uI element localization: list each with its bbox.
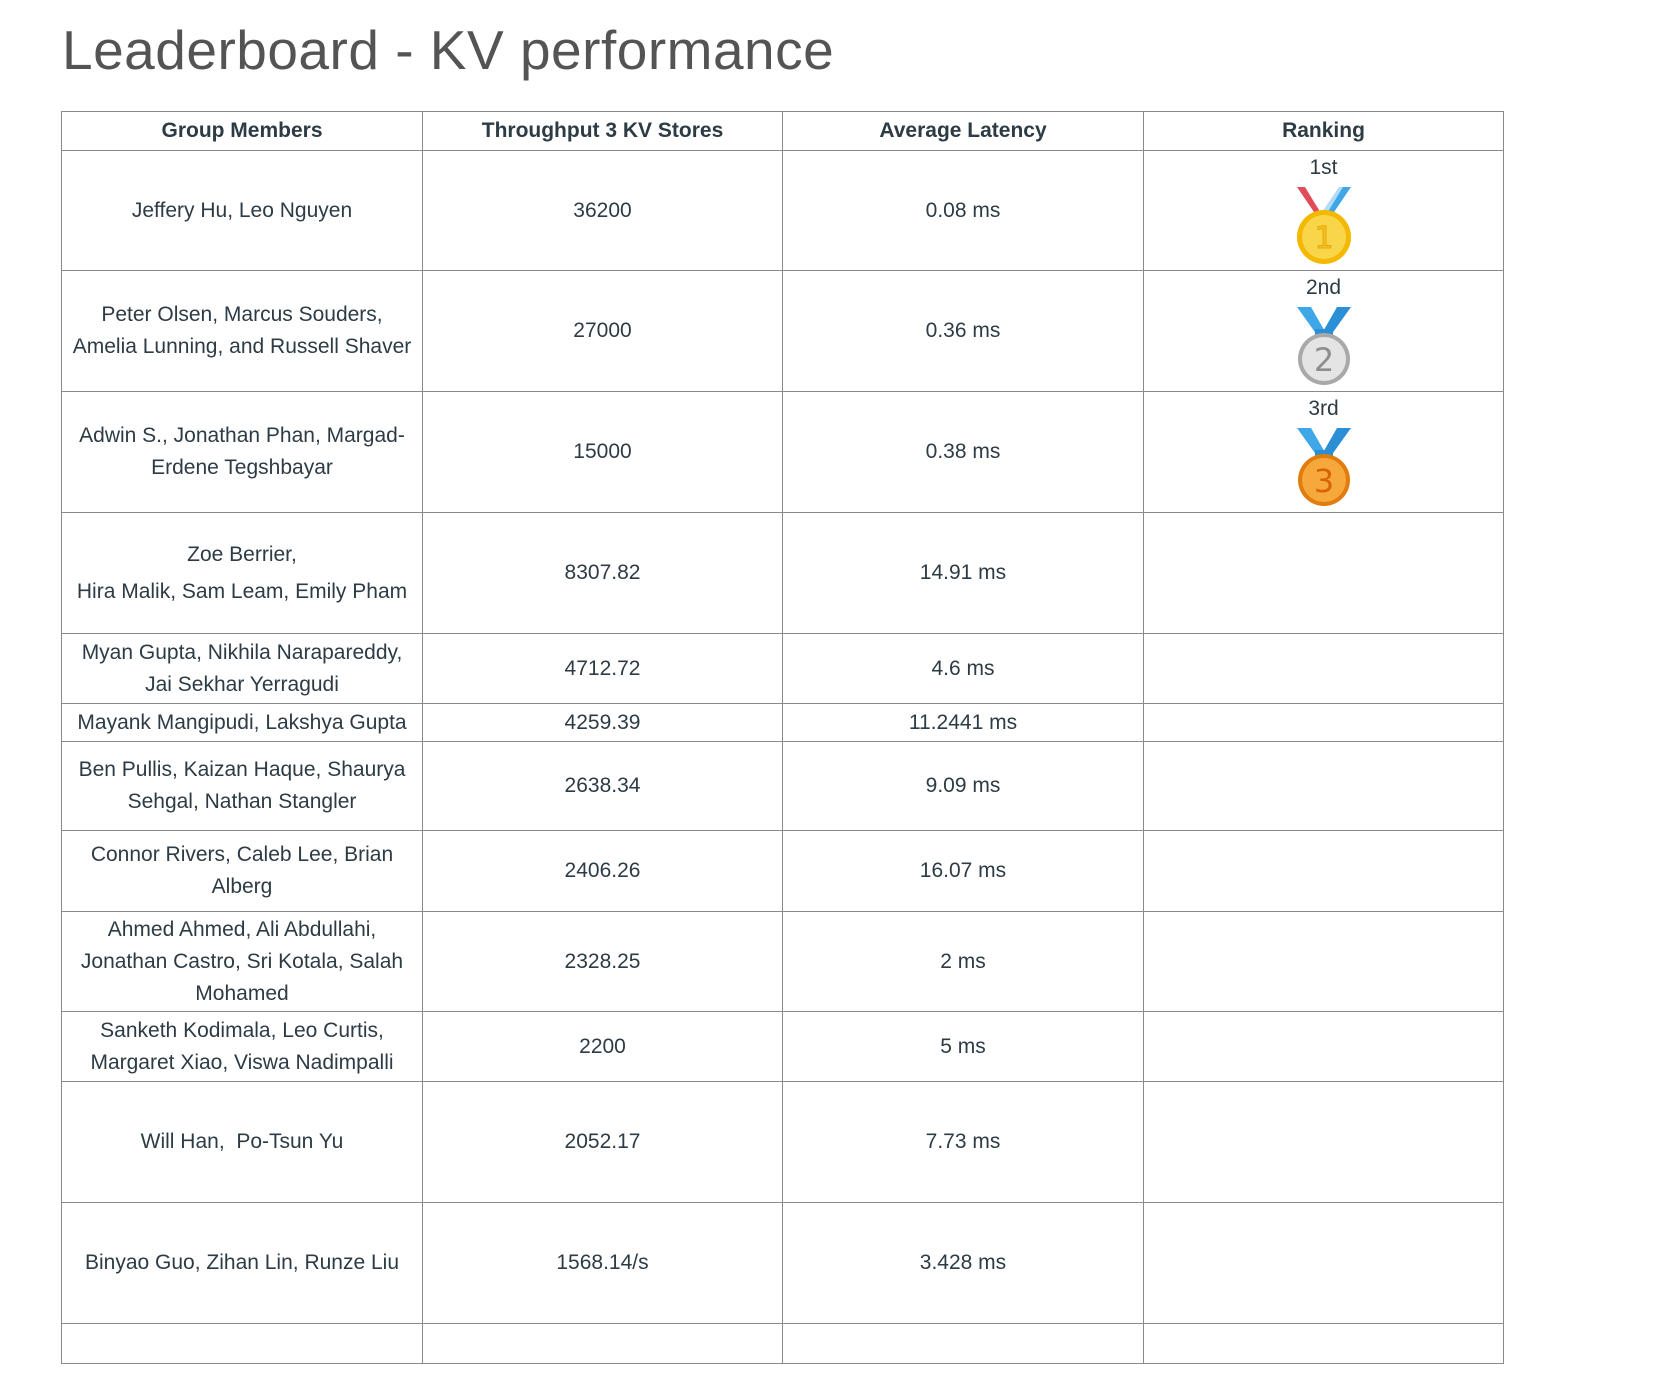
- svg-text:2: 2: [1313, 341, 1333, 379]
- ranking-cell: [1143, 830, 1504, 912]
- leaderboard-table-container: Group Members Throughput 3 KV Stores Ave…: [61, 111, 1504, 1364]
- latency-cell: 9.09 ms: [782, 741, 1144, 831]
- latency-cell: 14.91 ms: [782, 512, 1144, 634]
- ranking-cell: [1143, 741, 1504, 831]
- ranking-cell: [1143, 633, 1504, 704]
- bronze-medal-icon: 3: [1296, 428, 1351, 506]
- svg-text:3: 3: [1313, 462, 1333, 500]
- latency-cell: 3.428 ms: [782, 1202, 1144, 1324]
- ranking-cell: 3rd 3: [1143, 391, 1504, 513]
- rank-label: 1st: [1309, 156, 1338, 179]
- table-row-partial: [61, 1323, 1504, 1364]
- latency-cell: 11.2441 ms: [782, 703, 1144, 742]
- throughput-cell: 1568.14/s: [422, 1202, 783, 1324]
- throughput-cell: 4712.72: [422, 633, 783, 704]
- group-members-cell: Zoe Berrier, Hira Malik, Sam Leam, Emily…: [61, 512, 423, 634]
- ranking-cell: [1143, 911, 1504, 1012]
- table-row: Peter Olsen, Marcus Souders, Amelia Lunn…: [61, 270, 1504, 392]
- group-members-cell: Sanketh Kodimala, Leo Curtis, Margaret X…: [61, 1011, 423, 1082]
- latency-cell: 7.73 ms: [782, 1081, 1144, 1203]
- ranking-cell: [1143, 1323, 1504, 1364]
- group-members-cell: Connor Rivers, Caleb Lee, Brian Alberg: [61, 830, 423, 912]
- latency-cell: 0.08 ms: [782, 150, 1144, 271]
- throughput-cell: 4259.39: [422, 703, 783, 742]
- ranking-cell: [1143, 1011, 1504, 1082]
- throughput-cell: 8307.82: [422, 512, 783, 634]
- throughput-cell: 15000: [422, 391, 783, 513]
- latency-cell: 0.36 ms: [782, 270, 1144, 392]
- group-members-cell: Ahmed Ahmed, Ali Abdullahi, Jonathan Cas…: [61, 911, 423, 1012]
- table-row: Jeffery Hu, Leo Nguyen 36200 0.08 ms 1st…: [61, 150, 1504, 271]
- group-members-cell: Jeffery Hu, Leo Nguyen: [61, 150, 423, 271]
- svg-text:1: 1: [1314, 221, 1333, 256]
- header-throughput: Throughput 3 KV Stores: [422, 111, 783, 151]
- group-members-cell: [61, 1323, 423, 1364]
- group-members-line: Hira Malik, Sam Leam, Emily Pham: [76, 580, 408, 603]
- table-row: Ben Pullis, Kaizan Haque, Shaurya Sehgal…: [61, 741, 1504, 831]
- latency-cell: 5 ms: [782, 1011, 1144, 1082]
- table-row: Adwin S., Jonathan Phan, Margad-Erdene T…: [61, 391, 1504, 513]
- latency-cell: [782, 1323, 1144, 1364]
- ranking-cell: 2nd 2: [1143, 270, 1504, 392]
- header-average-latency: Average Latency: [782, 111, 1144, 151]
- header-row: Group Members Throughput 3 KV Stores Ave…: [61, 111, 1504, 151]
- group-members-cell: Myan Gupta, Nikhila Narapareddy, Jai Sek…: [61, 633, 423, 704]
- table-row: Myan Gupta, Nikhila Narapareddy, Jai Sek…: [61, 633, 1504, 704]
- latency-cell: 0.38 ms: [782, 391, 1144, 513]
- rank-label: 3rd: [1308, 397, 1339, 420]
- group-members-cell: Peter Olsen, Marcus Souders, Amelia Lunn…: [61, 270, 423, 392]
- throughput-cell: 27000: [422, 270, 783, 392]
- gold-medal-icon: 1: [1296, 187, 1351, 264]
- ranking-cell: 1st 1: [1143, 150, 1504, 271]
- table-row: Zoe Berrier, Hira Malik, Sam Leam, Emily…: [61, 512, 1504, 634]
- ranking-cell: [1143, 512, 1504, 634]
- latency-cell: 4.6 ms: [782, 633, 1144, 704]
- table-row: Connor Rivers, Caleb Lee, Brian Alberg 2…: [61, 830, 1504, 912]
- group-members-cell: Mayank Mangipudi, Lakshya Gupta: [61, 703, 423, 742]
- page-title: Leaderboard - KV performance: [62, 19, 835, 81]
- leaderboard-table: Group Members Throughput 3 KV Stores Ave…: [61, 111, 1504, 1364]
- rank-label: 2nd: [1305, 276, 1342, 299]
- throughput-cell: [422, 1323, 783, 1364]
- ranking-cell: [1143, 703, 1504, 742]
- group-members-cell: Adwin S., Jonathan Phan, Margad-Erdene T…: [61, 391, 423, 513]
- latency-cell: 16.07 ms: [782, 830, 1144, 912]
- latency-cell: 2 ms: [782, 911, 1144, 1012]
- throughput-cell: 2406.26: [422, 830, 783, 912]
- header-group-members: Group Members: [61, 111, 423, 151]
- table-row: Binyao Guo, Zihan Lin, Runze Liu 1568.14…: [61, 1202, 1504, 1324]
- throughput-cell: 2200: [422, 1011, 783, 1082]
- throughput-cell: 2638.34: [422, 741, 783, 831]
- table-row: Will Han, Po-Tsun Yu 2052.17 7.73 ms: [61, 1081, 1504, 1203]
- table-row: Sanketh Kodimala, Leo Curtis, Margaret X…: [61, 1011, 1504, 1082]
- header-ranking: Ranking: [1143, 111, 1504, 151]
- silver-medal-icon: 2: [1296, 307, 1351, 385]
- throughput-cell: 2328.25: [422, 911, 783, 1012]
- table-row: Mayank Mangipudi, Lakshya Gupta 4259.39 …: [61, 703, 1504, 742]
- ranking-cell: [1143, 1081, 1504, 1203]
- ranking-cell: [1143, 1202, 1504, 1324]
- throughput-cell: 2052.17: [422, 1081, 783, 1203]
- table-row: Ahmed Ahmed, Ali Abdullahi, Jonathan Cas…: [61, 911, 1504, 1012]
- group-members-cell: Ben Pullis, Kaizan Haque, Shaurya Sehgal…: [61, 741, 423, 831]
- group-members-cell: Will Han, Po-Tsun Yu: [61, 1081, 423, 1203]
- throughput-cell: 36200: [422, 150, 783, 271]
- group-members-line: Zoe Berrier,: [187, 543, 297, 566]
- group-members-cell: Binyao Guo, Zihan Lin, Runze Liu: [61, 1202, 423, 1324]
